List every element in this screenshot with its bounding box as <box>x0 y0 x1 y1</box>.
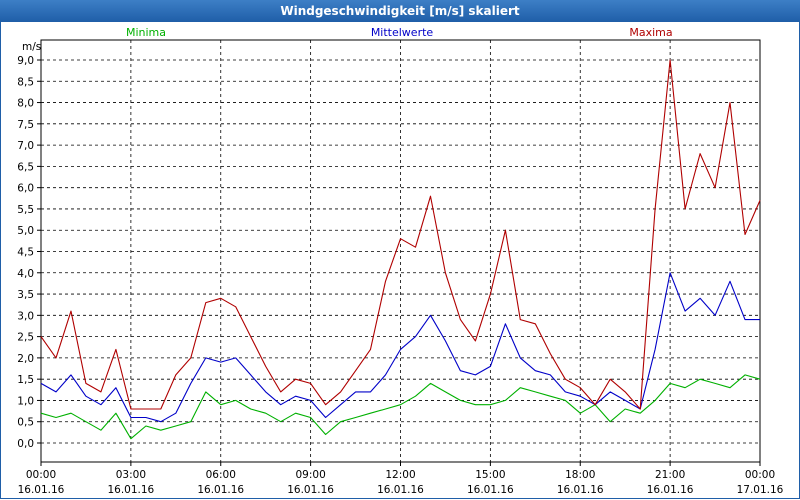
x-tick-date-label: 16.01.16 <box>287 484 334 496</box>
y-tick-label: 4,5 <box>17 247 34 259</box>
y-tick-label: 4,0 <box>17 268 34 280</box>
y-tick-label: 2,0 <box>17 353 34 365</box>
x-tick-date-label: 16.01.16 <box>467 484 514 496</box>
x-tick-time-label: 12:00 <box>385 469 415 481</box>
x-tick-time-label: 03:00 <box>116 469 146 481</box>
y-tick-label: 2,5 <box>17 332 34 344</box>
y-tick-label: 1,0 <box>17 395 34 407</box>
x-tick-time-label: 15:00 <box>475 469 505 481</box>
series-line-minima <box>40 374 761 440</box>
y-tick-label: 6,0 <box>17 183 34 195</box>
y-tick-label: 3,5 <box>17 289 34 301</box>
y-tick-label: 3,0 <box>17 310 34 322</box>
legend: Minima Mittelwerte Maxima <box>126 26 673 39</box>
x-tick-time-label: 06:00 <box>206 469 236 481</box>
y-tick-label: 0,5 <box>17 417 34 429</box>
x-tick-date-label: 16.01.16 <box>18 484 65 496</box>
legend-maxima: Maxima <box>629 26 672 39</box>
chart-title: Windgeschwindigkeit [m/s] skaliert <box>280 4 520 18</box>
series-line-maxima <box>40 59 761 410</box>
x-tick-date-label: 16.01.16 <box>647 484 694 496</box>
legend-mittelwerte: Mittelwerte <box>371 26 434 39</box>
y-tick-label: 8,0 <box>17 98 34 110</box>
y-axis-label: m/s <box>22 41 41 53</box>
grid <box>41 40 760 462</box>
x-tick-time-label: 00:00 <box>26 469 56 481</box>
y-tick-label: 7,5 <box>17 119 34 131</box>
y-tick-label: 7,0 <box>17 140 34 152</box>
x-tick-date-label: 16.01.16 <box>107 484 154 496</box>
y-tick-label: 0,0 <box>17 438 34 450</box>
x-tick-time-label: 00:00 <box>745 469 775 481</box>
x-tick-date-label: 16.01.16 <box>377 484 424 496</box>
y-tick-label: 6,5 <box>17 161 34 173</box>
y-tick-label: 5,5 <box>17 204 34 216</box>
y-tick-label: 5,0 <box>17 225 34 237</box>
tick-labels: 0,0 0,5 1,0 1,5 2,0 2,5 3,0 3,5 4,0 4,5 5,0 5,5 6,0 6… <box>17 41 783 496</box>
x-tick-date-label: 17.01.16 <box>737 484 784 496</box>
y-tick-label: 8,5 <box>17 76 34 88</box>
chart-title-bar: Windgeschwindigkeit [m/s] skaliert <box>0 0 800 22</box>
plot-area-border <box>40 39 761 463</box>
axes <box>37 39 761 466</box>
x-tick-time-label: 21:00 <box>655 469 685 481</box>
legend-minima: Minima <box>126 26 166 39</box>
y-tick-label: 1,5 <box>17 374 34 386</box>
x-tick-date-label: 16.01.16 <box>557 484 604 496</box>
series-layer <box>40 59 761 440</box>
x-tick-time-label: 18:00 <box>565 469 595 481</box>
x-tick-date-label: 16.01.16 <box>197 484 244 496</box>
y-tick-label: 9,0 <box>17 55 34 67</box>
x-tick-time-label: 09:00 <box>295 469 325 481</box>
